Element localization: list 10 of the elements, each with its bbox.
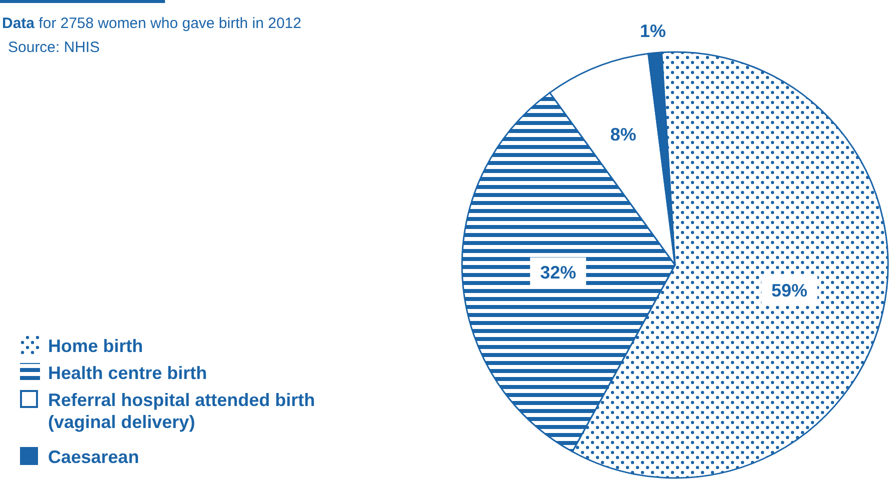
legend-label: Referral hospital attended birth (vaginal delivery) xyxy=(48,390,316,432)
chart-title: Data for 2758 women who gave birth in 2012 xyxy=(2,15,302,32)
data-label: 8% xyxy=(610,124,636,144)
data-label: 59% xyxy=(771,280,808,301)
data-label: 32% xyxy=(540,262,576,282)
legend-label: Home birth xyxy=(48,336,144,356)
source-note: Source: NHIS xyxy=(8,39,100,56)
legend-label: Health centre birth xyxy=(48,363,208,383)
legend-label: Caesarean xyxy=(48,447,140,467)
data-label: 1% xyxy=(640,21,666,42)
